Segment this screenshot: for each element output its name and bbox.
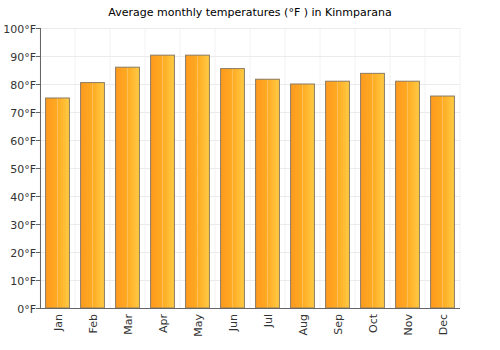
bar-shade [268,79,280,308]
bar-group [46,98,70,308]
y-tick-label: 30°F [10,219,36,232]
bar [116,67,140,308]
y-tick-label: 50°F [10,163,36,176]
bar-shade [408,81,420,308]
y-tick-label: 10°F [10,275,36,288]
bar-group [221,69,245,308]
bar-shade [233,69,245,308]
tick-mark [36,308,40,309]
bar-group [116,67,140,308]
bar [326,81,350,308]
title: Average monthly temperatures (°F ) in Ki… [108,6,391,19]
bars [46,55,455,308]
tick-mark [36,252,40,253]
x-axis [40,308,460,309]
grid-line [40,308,460,309]
bar-shade [81,83,93,308]
bar [151,55,175,308]
bar-shade [186,55,198,308]
x-tick-label: May [192,314,205,337]
y-tick-label: 40°F [10,191,36,204]
bar [361,73,385,308]
x-tick-label: Mar [122,314,135,335]
bar-shade [303,84,315,308]
chart: Average monthly temperatures (°F ) in Ki… [0,0,500,350]
bar-shade [396,81,408,308]
bar-shade [361,73,373,308]
bar [431,96,455,308]
bar-shade [128,67,140,308]
bar-group [256,79,280,308]
y-axis [40,28,41,308]
x-tick-label: Jan [52,314,65,332]
y-tick-label: 70°F [10,107,36,120]
x-tick-label: Apr [157,314,170,334]
bar [256,79,280,308]
bar [291,84,315,308]
x-tick-label: Jun [227,314,240,332]
x-tick-label: Feb [87,314,100,333]
bar-shade [373,73,385,308]
bar-shade [326,81,338,308]
tick-mark [36,56,40,57]
bar-shade [116,67,128,308]
x-tick-label: Aug [297,314,310,335]
bar-group [431,96,455,308]
x-tick-label: Sep [332,314,345,335]
bar-group [291,84,315,308]
grid-line [40,56,460,57]
bar-shade [46,98,58,308]
tick-mark [36,280,40,281]
tick-mark [36,140,40,141]
x-tick-label: Oct [367,313,380,333]
tick-mark [36,84,40,85]
bar [81,83,105,308]
bar-group [361,73,385,308]
bar-shade [221,69,233,308]
bar-shade [198,55,210,308]
bar [396,81,420,308]
tick-mark [36,112,40,113]
y-tick-label: 100°F [3,23,36,36]
bar [46,98,70,308]
x-tick-label: Jul [262,314,275,328]
tick-mark [36,196,40,197]
bar-shade [338,81,350,308]
bar-shade [151,55,163,308]
bar-shade [93,83,105,308]
x-tick-label: Nov [402,314,415,336]
bar [186,55,210,308]
y-tick-label: 0°F [17,303,36,316]
tick-mark [36,224,40,225]
bar-shade [163,55,175,308]
bar-group [326,81,350,308]
tick-mark [36,168,40,169]
bar-group [186,55,210,308]
bar-shade [58,98,70,308]
bar-group [396,81,420,308]
y-tick-label: 90°F [10,51,36,64]
x-tick-label: Dec [437,314,450,335]
bar-shade [431,96,443,308]
tick-mark [36,28,40,29]
bar [221,69,245,308]
bar-shade [291,84,303,308]
y-tick-label: 60°F [10,135,36,148]
bar-group [151,55,175,308]
y-tick-label: 80°F [10,79,36,92]
bar-shade [256,79,268,308]
grid-line [40,28,460,29]
y-tick-label: 20°F [10,247,36,260]
bar-shade [443,96,455,308]
bar-group [81,83,105,308]
